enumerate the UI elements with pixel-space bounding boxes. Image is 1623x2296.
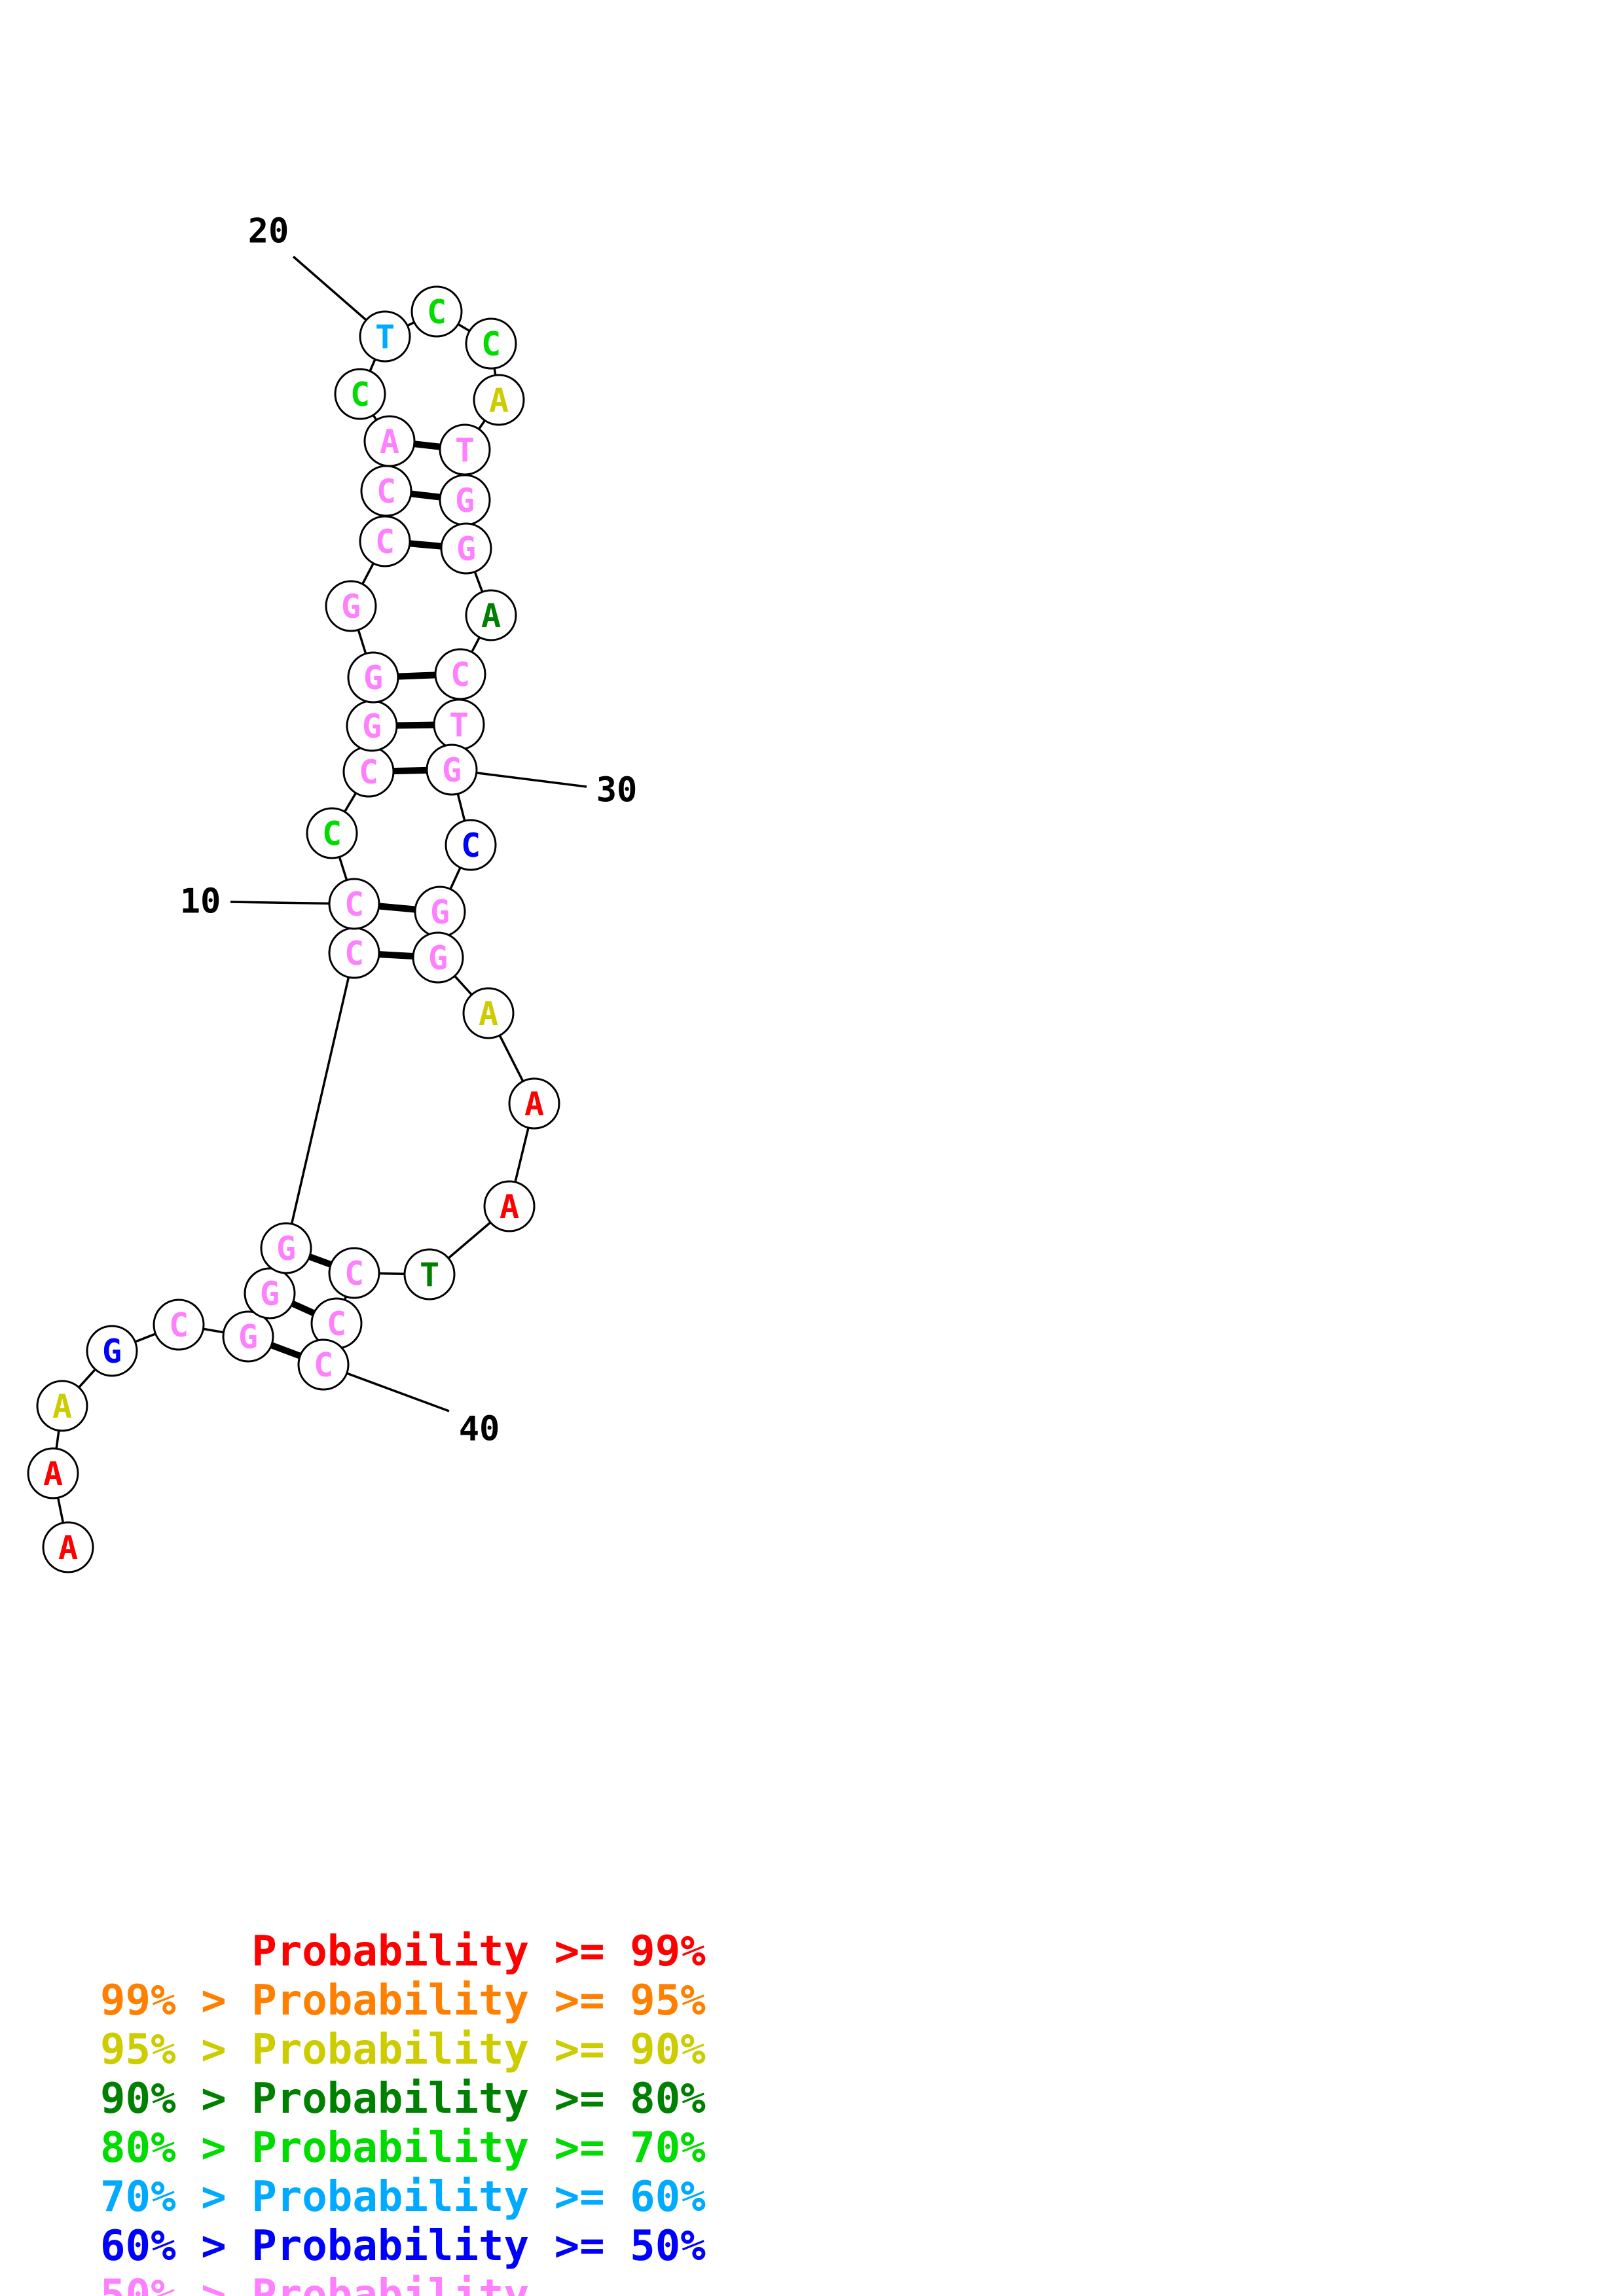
nucleotide-base: A — [524, 1085, 544, 1123]
nucleotide-base: C — [461, 827, 481, 865]
nucleotide-base: G — [455, 482, 475, 520]
nucleotide-circle — [445, 819, 497, 871]
nucleotide-base: G — [276, 1230, 296, 1268]
legend-line: Probability >= 99% — [100, 1928, 706, 1976]
nucleotide-base: C — [450, 656, 470, 694]
nucleotide-circle — [36, 1380, 88, 1432]
nucleotide-circle — [260, 1222, 312, 1274]
nucleotide-base: A — [500, 1188, 519, 1226]
position-label: 30 — [596, 771, 638, 810]
nucleotide-circle — [363, 415, 416, 467]
nucleotide-base: C — [376, 473, 396, 511]
nucleotide-circle — [328, 1247, 380, 1299]
nucleotide-base: C — [375, 523, 395, 561]
nucleotide-circle — [42, 1521, 94, 1573]
legend-line: 80% > Probability >= 70% — [100, 2124, 706, 2172]
nucleotide-base: G — [363, 659, 383, 697]
legend-line: 60% > Probability >= 50% — [100, 2222, 706, 2270]
legend-line: 50% > Probability — [100, 2271, 530, 2296]
nucleotide-base: C — [314, 1346, 333, 1384]
nucleotide-base: T — [455, 431, 475, 469]
nucleotide-circle — [410, 285, 463, 338]
legend-line: 70% > Probability >= 60% — [100, 2173, 706, 2221]
nucleotide-circle — [153, 1299, 205, 1351]
legend-line: 95% > Probability >= 90% — [100, 2026, 706, 2074]
nucleotide-base: G — [456, 530, 476, 568]
nucleotide-base: A — [43, 1455, 63, 1493]
nucleotide-circle — [222, 1310, 274, 1363]
nucleotide-base: G — [442, 751, 462, 789]
nucleotide-base: G — [430, 893, 450, 931]
probability-legend: Probability >= 99% 99% > Probability >= 9… — [100, 1829, 907, 2296]
nucleotide-circle — [483, 1180, 536, 1232]
nucleotide-circle — [462, 987, 515, 1039]
nucleotide-circle — [403, 1248, 456, 1300]
nucleotide-circle — [244, 1267, 296, 1319]
nucleotide-base: C — [344, 935, 364, 973]
nucleotide-circle — [27, 1447, 79, 1499]
nucleotide-base: C — [359, 753, 378, 791]
nucleotide-circle — [426, 744, 478, 796]
legend-line: 99% > Probability >= 95% — [100, 1977, 706, 2025]
legend-line: 90% > Probability >= 80% — [100, 2075, 706, 2123]
nucleotide-circle — [306, 807, 358, 859]
nucleotide-base: A — [489, 382, 509, 420]
nucleotide-base: G — [260, 1275, 280, 1313]
nucleotide-base: C — [350, 376, 370, 414]
nucleotide-base: C — [427, 293, 447, 331]
nucleotide-base: G — [341, 588, 361, 626]
nucleotide-base: A — [481, 597, 501, 635]
nucleotide-circle — [334, 368, 386, 420]
nucleotide-base: A — [58, 1529, 78, 1567]
nucleotide-base: C — [322, 815, 342, 853]
nucleotide-base: A — [52, 1388, 72, 1426]
nucleotide-circle — [465, 589, 517, 641]
nucleotide-circle — [508, 1077, 560, 1130]
nucleotide-base: A — [380, 423, 399, 461]
nucleotide-base: G — [102, 1333, 122, 1371]
position-label: 10 — [180, 882, 221, 922]
probability-legend-lines: Probability >= 99% 99% > Probability >= 9… — [100, 1928, 907, 2296]
nucleotide-circle — [297, 1338, 350, 1391]
nucleotide-circle — [473, 374, 525, 426]
nucleotide-base: G — [362, 708, 382, 745]
position-label: 40 — [459, 1410, 500, 1449]
nucleotide-base: A — [479, 995, 498, 1033]
nucleotide-circle — [412, 931, 464, 984]
nucleotide-base: T — [420, 1256, 439, 1294]
nucleotide-base: C — [344, 1255, 364, 1293]
nucleotide-base: T — [375, 318, 395, 356]
nucleotide-circle — [465, 317, 517, 370]
nucleotide-circle — [328, 878, 380, 930]
backbone-segment — [285, 952, 356, 1249]
nucleotide-circle — [325, 580, 377, 632]
nucleotide-base: T — [449, 706, 469, 744]
nucleotide-circle — [359, 310, 411, 363]
nucleotide-circle — [86, 1325, 138, 1377]
nucleotide-base: C — [327, 1305, 346, 1343]
nucleotide-base: G — [428, 939, 448, 977]
nucleotide-base: C — [169, 1306, 189, 1344]
nucleotide-base: C — [481, 325, 501, 363]
nucleotide-circle — [347, 651, 399, 704]
position-label: 20 — [248, 212, 289, 251]
nucleotide-circle — [440, 522, 492, 575]
nucleotide-base: C — [344, 886, 364, 924]
nucleotide-base: G — [238, 1318, 258, 1356]
